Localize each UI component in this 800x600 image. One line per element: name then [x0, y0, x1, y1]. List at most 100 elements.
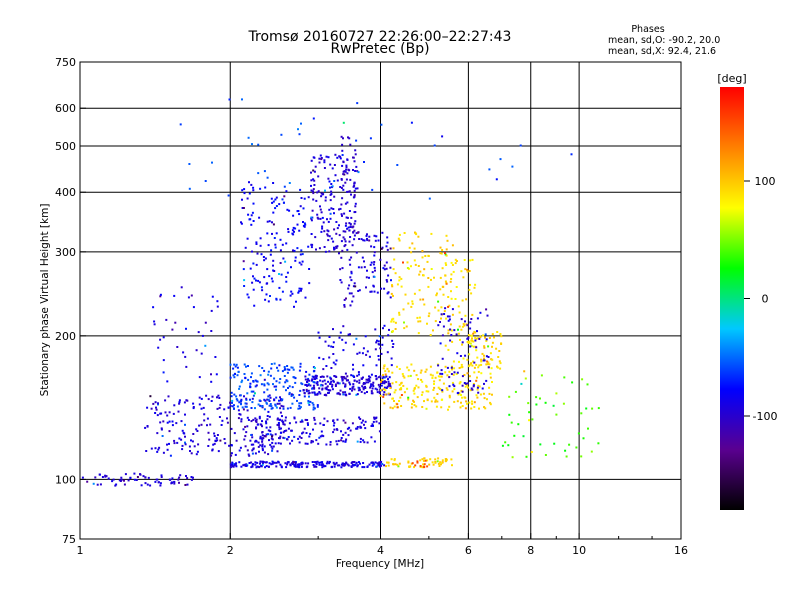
- data-point: [382, 395, 385, 398]
- data-point: [299, 205, 302, 208]
- data-point: [391, 346, 394, 348]
- data-point: [481, 352, 484, 355]
- data-point: [318, 463, 321, 466]
- data-point: [362, 419, 364, 422]
- data-point: [470, 407, 473, 410]
- data-point: [276, 366, 278, 369]
- data-point: [183, 401, 186, 404]
- data-point: [346, 158, 349, 161]
- data-point: [353, 222, 356, 225]
- data-point: [255, 418, 258, 421]
- data-point: [451, 308, 454, 311]
- data-point: [389, 406, 392, 409]
- data-point: [156, 450, 159, 453]
- data-point: [140, 484, 143, 487]
- data-point: [370, 261, 373, 264]
- data-point: [368, 235, 371, 238]
- data-point: [488, 363, 491, 366]
- data-point: [364, 387, 367, 389]
- data-point: [319, 461, 322, 464]
- data-point: [407, 460, 410, 463]
- data-point: [401, 373, 404, 375]
- data-point: [394, 321, 397, 324]
- data-point: [454, 262, 457, 265]
- data-point: [443, 310, 446, 313]
- data-point: [439, 321, 441, 323]
- data-point: [306, 380, 308, 383]
- data-point: [397, 465, 400, 468]
- data-point: [313, 461, 316, 464]
- data-point: [426, 459, 429, 462]
- data-point: [245, 402, 248, 405]
- data-point: [266, 382, 269, 385]
- data-point: [244, 376, 247, 379]
- data-point: [320, 195, 323, 198]
- data-point: [403, 321, 405, 324]
- data-point: [245, 431, 248, 434]
- data-point: [265, 426, 268, 429]
- data-point: [389, 387, 392, 389]
- data-point: [353, 184, 356, 187]
- data-point: [301, 383, 304, 386]
- data-point: [344, 244, 347, 246]
- data-point: [233, 407, 235, 410]
- data-point: [300, 465, 303, 468]
- data-point: [269, 426, 272, 429]
- data-point: [346, 375, 349, 378]
- data-point: [575, 446, 578, 449]
- data-point: [499, 158, 502, 161]
- data-point: [245, 405, 248, 408]
- data-point: [282, 385, 285, 388]
- data-point: [349, 236, 352, 238]
- data-point: [437, 457, 440, 460]
- data-point: [483, 357, 485, 360]
- data-point: [444, 307, 447, 310]
- data-point: [246, 409, 249, 412]
- data-point: [245, 397, 248, 400]
- data-point: [380, 380, 382, 383]
- data-point: [353, 189, 356, 192]
- data-point: [312, 428, 314, 431]
- data-point: [207, 398, 210, 401]
- data-point: [284, 260, 287, 263]
- data-point: [334, 463, 337, 466]
- data-point: [387, 378, 389, 381]
- data-point: [342, 121, 345, 124]
- data-point: [160, 427, 163, 430]
- data-point: [475, 349, 478, 352]
- data-point: [372, 385, 375, 388]
- data-point: [431, 461, 434, 464]
- data-point: [337, 464, 339, 467]
- data-point: [466, 384, 469, 387]
- data-point: [373, 266, 376, 269]
- data-point: [209, 423, 212, 426]
- data-point: [350, 270, 353, 273]
- data-point: [250, 376, 252, 379]
- data-point: [277, 460, 280, 463]
- data-point: [389, 266, 392, 269]
- data-point: [267, 465, 270, 468]
- data-point: [374, 348, 377, 351]
- data-point: [386, 367, 389, 370]
- data-point: [475, 337, 478, 340]
- data-point: [220, 424, 223, 426]
- data-point: [469, 363, 472, 366]
- data-point: [434, 458, 437, 461]
- data-point: [294, 377, 297, 380]
- data-point: [450, 366, 453, 369]
- data-point: [304, 378, 307, 381]
- data-point: [373, 251, 376, 254]
- data-point: [303, 395, 306, 398]
- data-point: [462, 322, 465, 325]
- data-point: [430, 268, 433, 270]
- data-point: [329, 199, 332, 202]
- data-point: [275, 461, 278, 464]
- data-point: [275, 205, 278, 207]
- data-point: [258, 281, 261, 284]
- data-point: [313, 184, 316, 186]
- data-point: [452, 373, 455, 376]
- data-point: [446, 388, 449, 391]
- data-point: [218, 416, 221, 418]
- data-point: [485, 355, 488, 358]
